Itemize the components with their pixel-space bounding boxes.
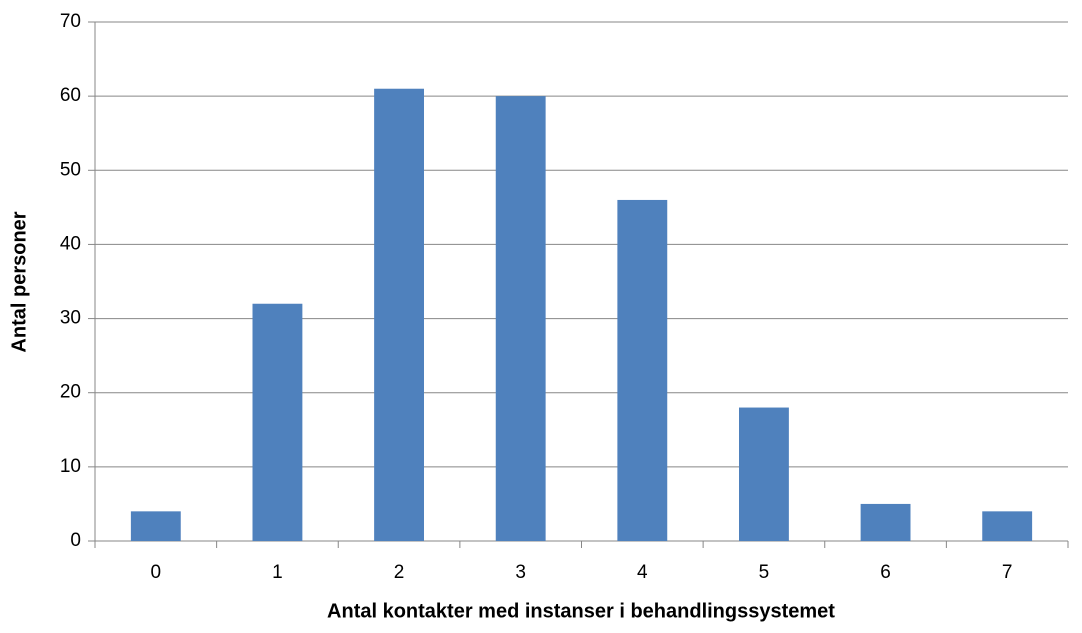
bar (739, 407, 789, 541)
x-tick-label: 0 (151, 562, 162, 583)
y-tick-label: 70 (60, 11, 81, 32)
x-tick-label: 1 (272, 562, 283, 583)
x-tick-label: 5 (759, 562, 770, 583)
bar (982, 511, 1033, 541)
x-tick-label: 3 (515, 562, 526, 583)
x-tick-label: 6 (880, 562, 891, 583)
bar (617, 199, 668, 541)
y-tick-label: 20 (60, 382, 81, 403)
y-tick-label: 30 (60, 308, 81, 329)
bar (130, 511, 181, 541)
x-axis-label: Antal kontakter med instanser i behandli… (327, 600, 835, 622)
bar (252, 303, 303, 541)
y-tick-label: 40 (60, 233, 81, 254)
x-tick-label: 4 (637, 562, 648, 583)
y-tick-label: 0 (70, 530, 81, 551)
y-tick-label: 50 (60, 159, 81, 180)
y-tick-label: 10 (60, 456, 81, 477)
bar (860, 503, 911, 541)
x-tick-label: 7 (1002, 562, 1013, 583)
x-tick-label: 2 (394, 562, 405, 583)
y-tick-label: 60 (60, 85, 81, 106)
y-axis-label: Antal personer (8, 211, 30, 352)
bar (374, 88, 424, 541)
bar (495, 96, 546, 542)
